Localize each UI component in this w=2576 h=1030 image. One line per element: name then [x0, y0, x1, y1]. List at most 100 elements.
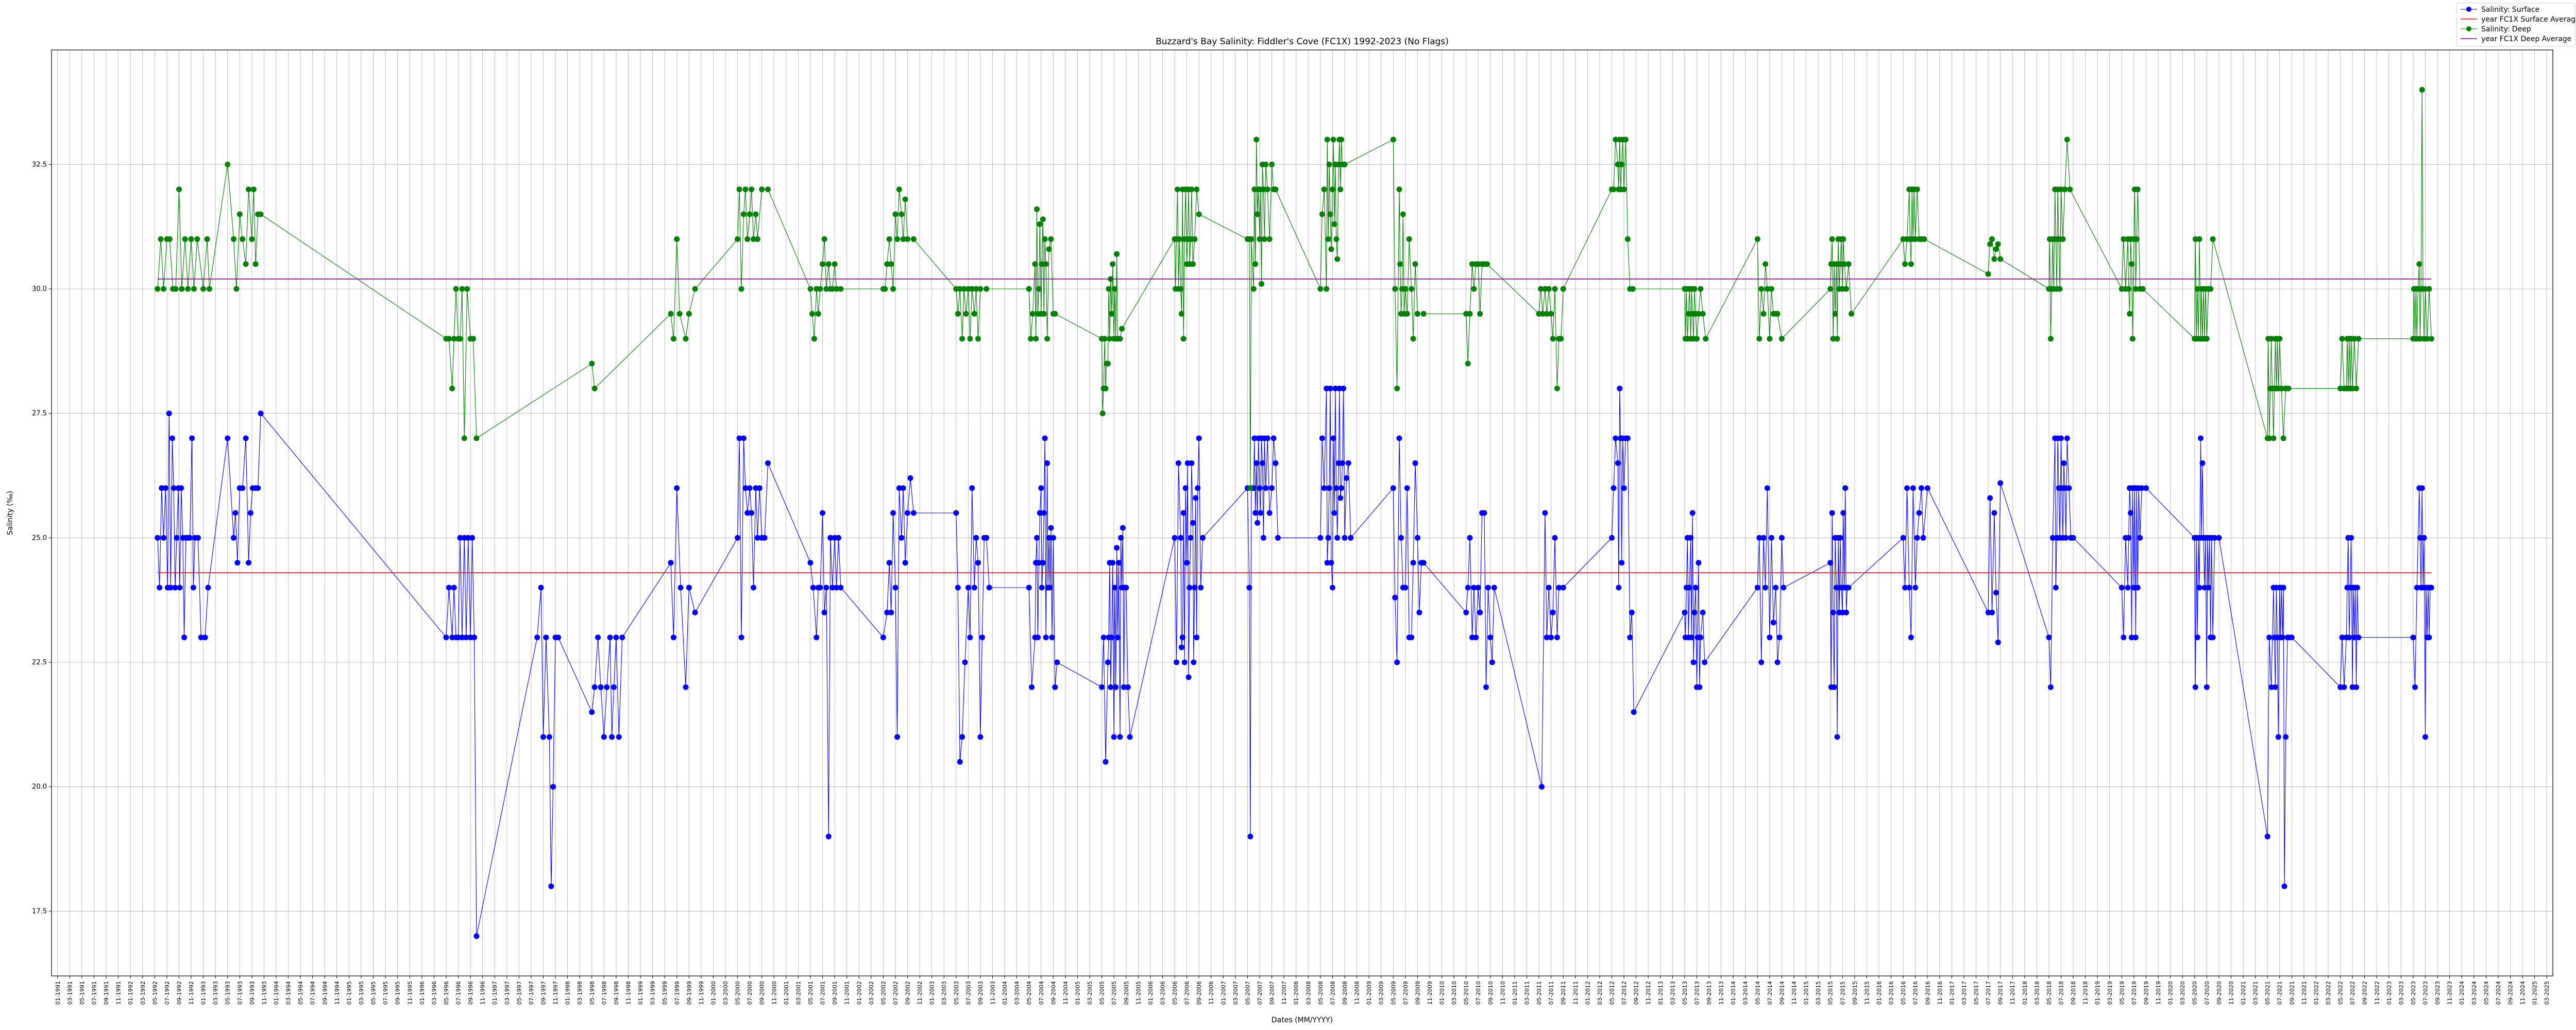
x-tick-label: 05-2024: [2483, 981, 2489, 1005]
x-tick-label: 07-2009: [1402, 981, 1409, 1005]
plot-frame: [51, 49, 2553, 976]
data-point: [1398, 535, 1404, 541]
data-point: [1348, 535, 1354, 541]
data-point: [1914, 186, 1920, 193]
data-point: [1342, 161, 1348, 167]
data-point: [1991, 256, 1997, 262]
data-point: [1477, 609, 1483, 615]
data-point: [2272, 684, 2278, 690]
data-point: [1326, 485, 1332, 491]
data-point: [1692, 585, 1699, 591]
x-tick-label: 11-2017: [2009, 981, 2016, 1005]
data-point: [894, 236, 900, 242]
data-point: [1463, 609, 1469, 615]
data-point: [1338, 485, 1345, 491]
x-tick-label: 09-2019: [2143, 981, 2149, 1005]
data-point: [1270, 435, 1277, 441]
data-point: [157, 585, 163, 591]
data-point: [1689, 510, 1696, 516]
data-point: [174, 535, 180, 541]
x-tick-label: 09-2024: [2507, 981, 2514, 1005]
x-tick-label: 11-1999: [698, 981, 705, 1005]
data-point: [1330, 136, 1336, 143]
data-point: [2428, 336, 2434, 342]
data-point: [1334, 535, 1341, 541]
x-tick-label: 07-2013: [1693, 981, 1700, 1005]
data-point: [902, 560, 908, 566]
data-point: [1334, 256, 1341, 262]
data-point: [178, 485, 184, 491]
data-point: [825, 261, 832, 267]
x-tick-label: 11-2018: [2082, 981, 2089, 1005]
y-tick-label: 20.0: [32, 783, 47, 791]
data-point: [1392, 286, 1398, 292]
data-point: [205, 585, 211, 591]
data-point: [2192, 684, 2198, 690]
data-point: [194, 236, 200, 242]
data-point: [243, 261, 249, 267]
data-point: [591, 684, 598, 690]
data-point: [534, 634, 540, 641]
data-point: [2280, 435, 2286, 441]
data-point: [1624, 435, 1631, 441]
data-point: [2192, 236, 2198, 242]
x-tick-label: 05-2015: [1827, 981, 1834, 1005]
x-tick-label: 01-2012: [1584, 981, 1591, 1005]
data-point: [2354, 585, 2360, 591]
data-point: [1178, 535, 1184, 541]
data-point: [2129, 634, 2134, 641]
data-point: [1052, 311, 1058, 317]
data-point: [2426, 634, 2432, 641]
data-point: [971, 311, 977, 317]
x-tick-label: 03-2003: [941, 981, 947, 1005]
data-point: [457, 336, 463, 342]
data-point: [1330, 435, 1336, 441]
data-point: [1830, 609, 1836, 615]
data-point: [1613, 136, 1619, 143]
x-tick-label: 07-2008: [1329, 981, 1336, 1005]
x-tick-label: 03-1996: [431, 981, 437, 1005]
x-tick-label: 01-2015: [1803, 981, 1810, 1005]
data-point: [2047, 684, 2054, 690]
data-point: [832, 261, 838, 267]
x-tick-label: 07-2002: [892, 981, 899, 1005]
data-point: [1481, 510, 1487, 516]
data-point: [1176, 236, 1182, 242]
data-point: [1616, 585, 1622, 591]
data-point: [821, 609, 827, 615]
data-point: [1181, 659, 1188, 665]
data-point: [1174, 659, 1179, 665]
x-tick-label: 11-2011: [1572, 981, 1579, 1005]
data-point: [1921, 236, 1927, 242]
x-tick-label: 07-1991: [91, 981, 97, 1005]
data-point: [2270, 435, 2277, 441]
data-point: [1924, 485, 1930, 491]
x-tick-label: 01-2018: [2022, 981, 2028, 1005]
data-point: [1774, 659, 1781, 665]
data-point: [975, 336, 981, 342]
data-point: [753, 211, 759, 217]
data-point: [1113, 684, 1119, 690]
data-point: [1044, 336, 1050, 342]
data-point: [1629, 609, 1635, 615]
data-point: [459, 286, 465, 292]
data-point: [1409, 286, 1415, 292]
data-point: [1251, 435, 1258, 441]
data-point: [1754, 236, 1760, 242]
x-tick-label: 11-1998: [625, 981, 632, 1005]
x-tick-label: 05-2023: [2410, 981, 2417, 1005]
data-point: [1187, 585, 1193, 591]
x-tick-label: 11-2016: [1937, 981, 1943, 1005]
data-point: [967, 336, 973, 342]
data-point: [2133, 236, 2140, 242]
x-tick-label: 07-2023: [2422, 981, 2429, 1005]
data-point: [1255, 211, 1261, 217]
data-point: [1325, 236, 1331, 242]
data-point: [1489, 659, 1495, 665]
x-tick-label: 09-1996: [467, 981, 474, 1005]
data-point: [2125, 585, 2131, 591]
x-tick-label: 09-2011: [1560, 981, 1567, 1005]
data-point: [258, 211, 264, 217]
x-tick-label: 11-2000: [771, 981, 777, 1005]
data-point: [1827, 560, 1834, 566]
